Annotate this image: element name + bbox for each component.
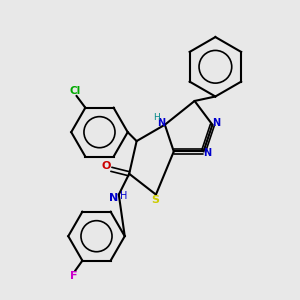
Text: O: O — [101, 161, 111, 171]
Text: N: N — [212, 118, 220, 128]
Text: S: S — [152, 195, 159, 205]
Text: N: N — [203, 148, 211, 158]
Text: Cl: Cl — [69, 86, 81, 96]
Text: N: N — [109, 193, 118, 202]
Text: F: F — [70, 271, 77, 281]
Text: H: H — [121, 191, 128, 201]
Text: H: H — [153, 113, 160, 122]
Text: N: N — [157, 118, 165, 128]
